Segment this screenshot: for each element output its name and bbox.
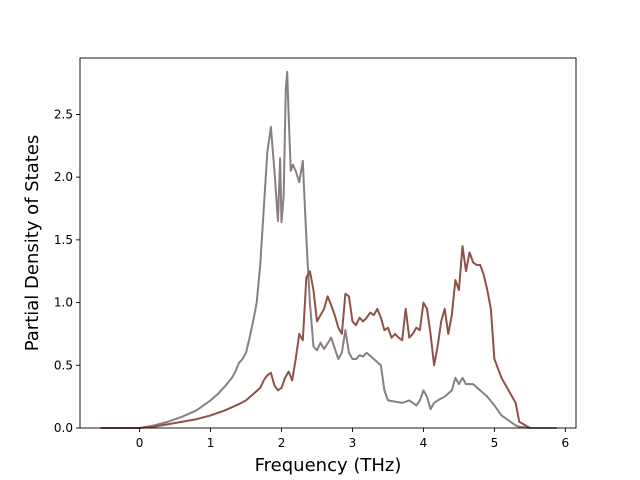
y-axis-ticks: 0.0 0.5 1.0 1.5 2.0 2.5 bbox=[54, 107, 80, 435]
x-tick-label: 5 bbox=[491, 436, 499, 450]
y-tick-label: 2.0 bbox=[54, 170, 73, 184]
x-tick-label: 0 bbox=[136, 436, 144, 450]
plot-frame bbox=[79, 57, 577, 429]
x-tick-label: 4 bbox=[420, 436, 428, 450]
x-tick-label: 6 bbox=[562, 436, 570, 450]
x-axis-label: Frequency (THz) bbox=[255, 455, 402, 476]
y-tick-label: 2.5 bbox=[54, 107, 73, 121]
y-tick-label: 0.5 bbox=[54, 358, 73, 372]
y-axis-label: Partial Density of States bbox=[22, 135, 43, 352]
y-tick-label: 1.0 bbox=[54, 296, 73, 310]
series-line-2 bbox=[100, 245, 531, 429]
series-layer bbox=[100, 70, 557, 429]
y-tick-label: 0.0 bbox=[54, 421, 73, 435]
x-tick-label: 2 bbox=[278, 436, 286, 450]
y-tick-label: 1.5 bbox=[54, 233, 73, 247]
x-tick-label: 1 bbox=[207, 436, 215, 450]
series-line-1 bbox=[100, 70, 557, 429]
x-tick-label: 3 bbox=[349, 436, 357, 450]
x-axis-ticks: 0 1 2 3 4 5 6 bbox=[136, 428, 569, 450]
